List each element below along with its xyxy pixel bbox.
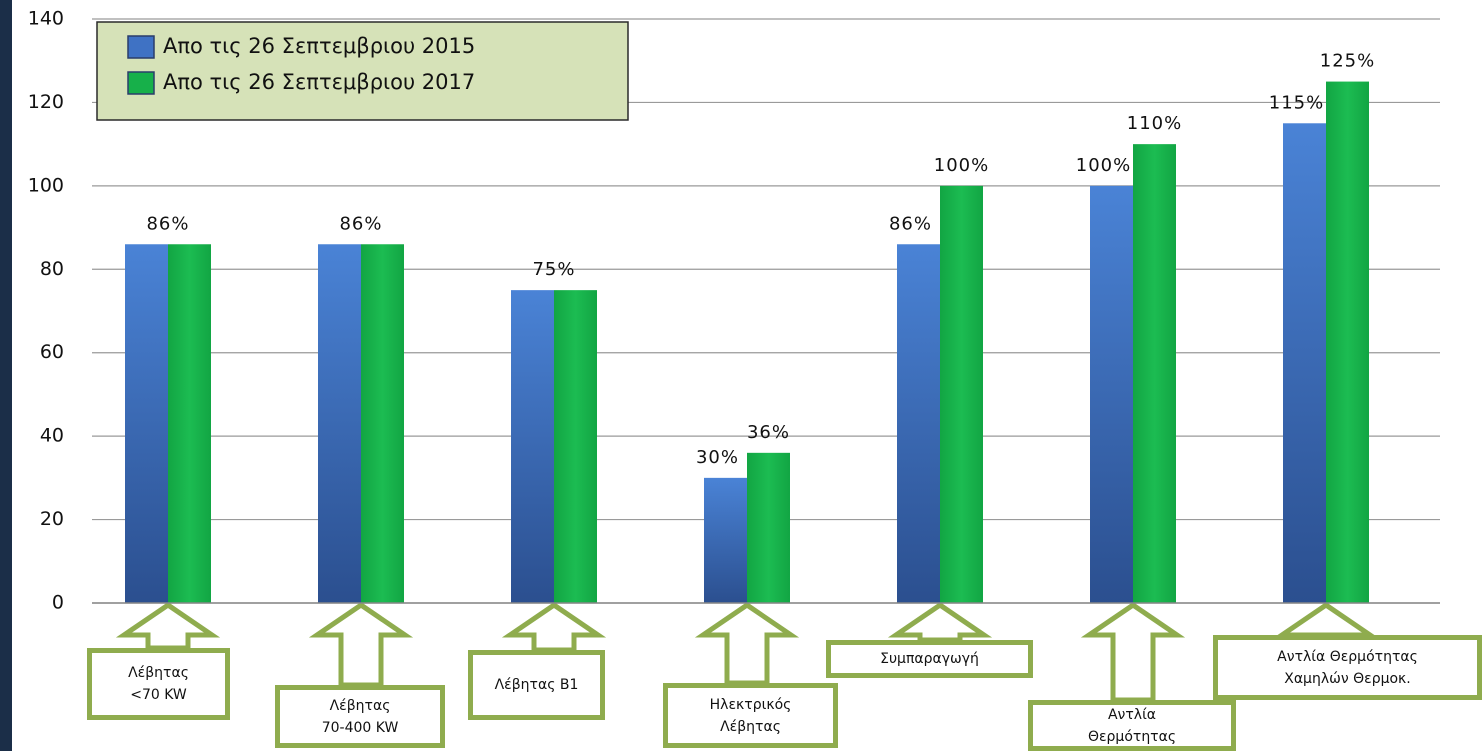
y-tick-label: 120	[28, 91, 64, 113]
value-label: 100%	[934, 155, 989, 176]
category-label: Λέβητας Β1	[468, 650, 605, 720]
arrow	[1273, 601, 1379, 638]
arrow	[694, 601, 800, 686]
bar	[897, 244, 940, 603]
value-label: 110%	[1127, 113, 1182, 134]
y-tick-label: 0	[52, 592, 64, 614]
bar	[1133, 144, 1176, 603]
value-label: 86%	[889, 213, 932, 234]
category-label: Λέβητας <70 KW	[87, 648, 230, 720]
bar	[168, 244, 211, 603]
side-stripe	[0, 0, 12, 751]
value-label: 86%	[146, 213, 189, 234]
bar	[747, 452, 790, 603]
y-tick-label: 40	[40, 425, 64, 447]
value-label: 100%	[1076, 155, 1131, 176]
value-label: 36%	[747, 422, 790, 443]
category-label: Λέβητας 70-400 KW	[275, 685, 445, 748]
value-label: 115%	[1269, 92, 1324, 113]
bar	[940, 185, 983, 603]
bar	[1090, 185, 1133, 603]
category-label: Συμπαραγωγή	[826, 640, 1033, 678]
category-label: Αντλία Θερμότητας	[1028, 700, 1236, 751]
legend-label: Απο τις 26 Σεπτεμβριου 2017	[163, 70, 475, 94]
arrow	[887, 601, 993, 643]
value-label: 30%	[696, 447, 739, 468]
arrow	[308, 601, 414, 688]
bar	[1326, 81, 1369, 604]
y-tick-label: 140	[28, 8, 64, 30]
category-label: Αντλία Θερμότητας Χαμηλών Θερμοκ.	[1213, 635, 1482, 700]
bar	[361, 244, 404, 603]
bar	[511, 290, 554, 603]
arrow	[115, 601, 221, 651]
legend-box	[96, 21, 629, 121]
legend-swatch	[127, 71, 155, 95]
y-tick-label: 60	[40, 341, 64, 363]
bar	[125, 244, 168, 603]
value-label: 86%	[339, 213, 382, 234]
bar	[1283, 123, 1326, 604]
bar	[554, 290, 597, 603]
bar	[704, 477, 747, 603]
y-tick-label: 100	[28, 174, 64, 196]
legend-swatch	[127, 35, 155, 59]
y-tick-label: 80	[40, 258, 64, 280]
bar	[318, 244, 361, 603]
value-label: 125%	[1320, 51, 1375, 72]
y-tick-label: 20	[40, 508, 64, 530]
legend-label: Απο τις 26 Σεπτεμβριου 2015	[163, 34, 475, 58]
arrow	[1080, 601, 1186, 703]
value-label: 75%	[532, 259, 575, 280]
arrow	[501, 601, 607, 653]
category-label: Ηλεκτρικός Λέβητας	[663, 683, 838, 748]
